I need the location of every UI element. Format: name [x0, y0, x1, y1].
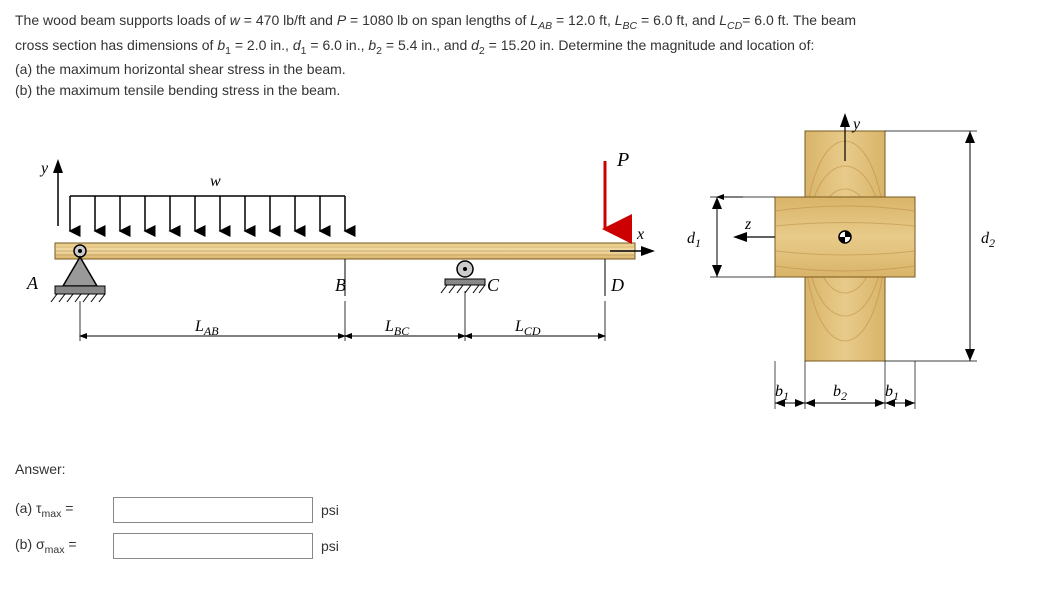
sigma-max-input[interactable]: [113, 533, 313, 559]
problem-part-a: (a) the maximum horizontal shear stress …: [15, 59, 1046, 80]
svg-text:y: y: [851, 116, 861, 133]
svg-text:d2: d2: [981, 230, 995, 250]
beam-diagram: y w: [15, 131, 655, 391]
svg-text:D: D: [610, 275, 624, 295]
tau-max-input[interactable]: [113, 497, 313, 523]
svg-text:b1: b1: [775, 383, 789, 403]
answer-heading: Answer:: [15, 461, 1046, 477]
svg-text:d1: d1: [687, 230, 701, 250]
answer-row-a: (a) τmax = psi: [15, 497, 1046, 523]
problem-part-b: (b) the maximum tensile bending stress i…: [15, 80, 1046, 101]
svg-text:b2: b2: [833, 383, 847, 403]
svg-text:x: x: [636, 226, 644, 243]
sigma-unit: psi: [321, 538, 339, 554]
svg-text:A: A: [26, 273, 39, 293]
problem-line-2: cross section has dimensions of b1 = 2.0…: [15, 35, 1046, 60]
svg-text:y: y: [39, 160, 49, 177]
roller-support-c: [441, 261, 485, 293]
svg-text:C: C: [487, 275, 500, 295]
problem-line-1: The wood beam supports loads of w = 470 …: [15, 10, 1046, 35]
cross-section-diagram: y z d1 d2: [675, 111, 1005, 431]
svg-text:b1: b1: [885, 383, 899, 403]
svg-text:LCD: LCD: [514, 318, 541, 338]
svg-text:B: B: [335, 275, 346, 295]
svg-text:w: w: [210, 173, 221, 190]
tau-unit: psi: [321, 502, 339, 518]
svg-text:P: P: [616, 149, 629, 171]
problem-statement: The wood beam supports loads of w = 470 …: [15, 10, 1046, 101]
svg-text:z: z: [744, 216, 752, 233]
svg-text:LBC: LBC: [384, 318, 410, 338]
svg-text:LAB: LAB: [194, 318, 219, 338]
answer-row-b: (b) σmax = psi: [15, 533, 1046, 559]
